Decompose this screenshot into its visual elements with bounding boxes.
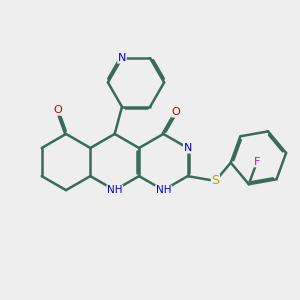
Text: N: N [118,53,126,63]
Text: F: F [254,157,260,167]
Text: S: S [212,175,219,188]
Text: O: O [53,105,62,115]
Text: O: O [172,107,180,117]
Text: N: N [184,143,192,153]
Text: NH: NH [107,185,122,195]
Text: NH: NH [156,185,171,195]
